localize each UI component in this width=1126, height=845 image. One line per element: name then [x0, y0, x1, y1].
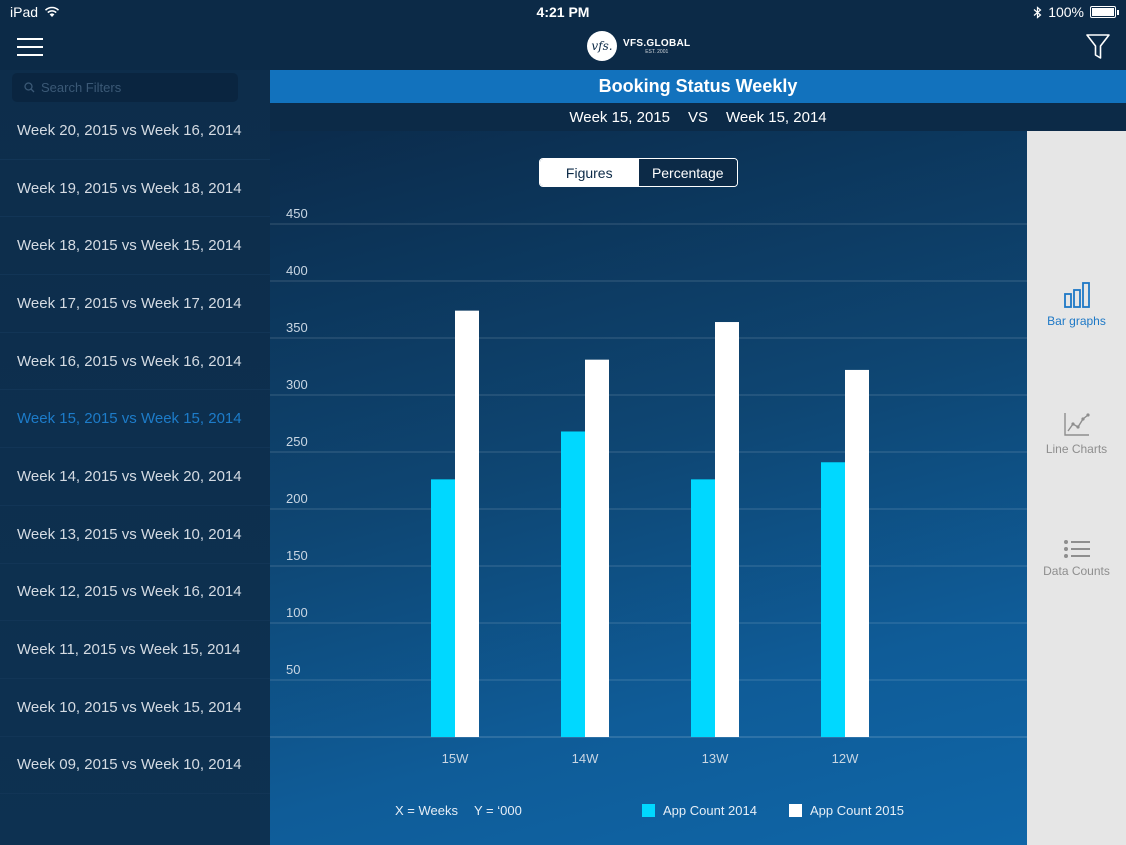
y-tick-label: 100 — [286, 605, 308, 620]
x-tick-label: 12W — [832, 751, 859, 766]
chart-legend: X = Weeks Y = ‘000 App Count 2014 App Co… — [270, 801, 1027, 821]
data-counts-label: Data Counts — [1043, 564, 1110, 578]
filter-list: Week 20, 2015 vs Week 16, 2014 Week 19, 2… — [0, 102, 270, 795]
device-name: iPad — [10, 4, 39, 20]
bar-2015 — [715, 322, 739, 737]
chart-type-panel: Bar graphs Line Charts Data Counts — [1027, 131, 1126, 845]
logo-subtext: EST. 2001 — [645, 48, 669, 55]
bar-graph-icon — [1063, 282, 1090, 308]
bluetooth-icon — [1033, 5, 1042, 19]
vfs-global-logo: vfs. VFS.GLOBAL EST. 2001 — [587, 31, 690, 61]
legend-label-2014: App Count 2014 — [663, 803, 757, 818]
filter-icon[interactable] — [1086, 34, 1110, 60]
bar-2014 — [561, 431, 585, 737]
y-tick-label: 400 — [286, 263, 308, 278]
battery-icon — [1090, 6, 1119, 18]
top-nav: vfs. VFS.GLOBAL EST. 2001 — [0, 24, 1126, 70]
bar-chart: 50 100 150 200 250 300 350 400 450 15W 14W 13W 12W — [270, 206, 1027, 766]
bar-graphs-option[interactable]: Bar graphs — [1027, 281, 1126, 328]
y-tick-label: 450 — [286, 206, 308, 221]
filter-item[interactable]: Week 19, 2015 vs Week 18, 2014 — [0, 160, 270, 218]
legend-item-2014: App Count 2014 — [642, 803, 757, 818]
bar-2014 — [691, 479, 715, 737]
filter-item[interactable]: Week 17, 2015 vs Week 17, 2014 — [0, 275, 270, 333]
x-tick-label: 14W — [572, 751, 599, 766]
axis-units: X = Weeks Y = ‘000 — [395, 803, 522, 818]
filter-item[interactable]: Week 13, 2015 vs Week 10, 2014 — [0, 506, 270, 564]
filter-item[interactable]: Week 16, 2015 vs Week 16, 2014 — [0, 333, 270, 391]
filter-item[interactable]: Week 14, 2015 vs Week 20, 2014 — [0, 448, 270, 506]
wifi-icon — [44, 6, 60, 17]
logo-text: VFS.GLOBAL — [623, 37, 691, 49]
legend-label-2015: App Count 2015 — [810, 803, 904, 818]
data-counts-option[interactable]: Data Counts — [1027, 539, 1126, 578]
status-time: 4:21 PM — [536, 4, 590, 20]
bar-2015 — [845, 369, 869, 737]
y-tick-label: 200 — [286, 491, 308, 506]
units-y: Y = ‘000 — [473, 803, 522, 818]
figures-percentage-toggle: Figures Percentage — [539, 158, 738, 187]
compare-right: Week 15, 2014 — [726, 108, 827, 126]
line-charts-label: Line Charts — [1045, 442, 1108, 456]
line-chart-icon — [1063, 413, 1090, 436]
y-tick-label: 250 — [286, 434, 308, 449]
y-tick-label: 50 — [286, 662, 300, 677]
y-tick-label: 350 — [286, 320, 308, 335]
filter-item[interactable]: Week 20, 2015 vs Week 16, 2014 — [0, 102, 270, 160]
filter-item[interactable]: Week 11, 2015 vs Week 15, 2014 — [0, 621, 270, 679]
toggle-percentage[interactable]: Percentage — [638, 159, 737, 186]
search-icon — [24, 82, 35, 93]
filter-item[interactable]: Week 10, 2015 vs Week 15, 2014 — [0, 679, 270, 737]
page-title: Booking Status Weekly — [270, 70, 1126, 103]
filter-item[interactable]: Week 15, 2015 vs Week 15, 2014 — [0, 390, 270, 449]
legend-item-2015: App Count 2015 — [789, 803, 904, 818]
x-tick-label: 15W — [442, 751, 469, 766]
line-charts-option[interactable]: Line Charts — [1027, 411, 1126, 456]
bar-2015 — [455, 310, 479, 737]
comparison-bar: Week 15, 2015 VS Week 15, 2014 — [270, 103, 1126, 131]
units-x: X = Weeks — [395, 803, 458, 818]
y-tick-label: 300 — [286, 377, 308, 392]
search-box[interactable] — [12, 73, 238, 102]
list-icon — [1063, 540, 1090, 558]
bar-2015 — [585, 359, 609, 737]
legend-swatch-2014 — [642, 804, 655, 817]
bar-2014 — [821, 462, 845, 737]
status-left: iPad — [10, 4, 60, 20]
compare-vs: VS — [687, 108, 708, 126]
status-bar: iPad 4:21 PM 100% — [0, 0, 1126, 24]
status-right: 100% — [1033, 4, 1119, 20]
chart-area: Figures Percentage 50 100 150 200 250 300 350 4… — [270, 131, 1027, 845]
filter-item[interactable]: Week 18, 2015 vs Week 15, 2014 — [0, 217, 270, 276]
x-tick-label: 13W — [702, 751, 729, 766]
bar-graphs-label: Bar graphs — [1047, 314, 1106, 328]
battery-percent: 100% — [1048, 4, 1084, 20]
y-tick-label: 150 — [286, 548, 308, 563]
filter-item[interactable]: Week 12, 2015 vs Week 16, 2014 — [0, 564, 270, 622]
legend-swatch-2015 — [789, 804, 802, 817]
filter-item[interactable]: Week 09, 2015 vs Week 10, 2014 — [0, 737, 270, 795]
bar-2014 — [431, 479, 455, 737]
toggle-figures[interactable]: Figures — [540, 159, 639, 186]
search-input[interactable] — [41, 80, 221, 95]
compare-left: Week 15, 2015 — [569, 108, 670, 126]
logo-mark: vfs. — [587, 31, 617, 61]
hamburger-menu-icon[interactable] — [17, 38, 43, 56]
